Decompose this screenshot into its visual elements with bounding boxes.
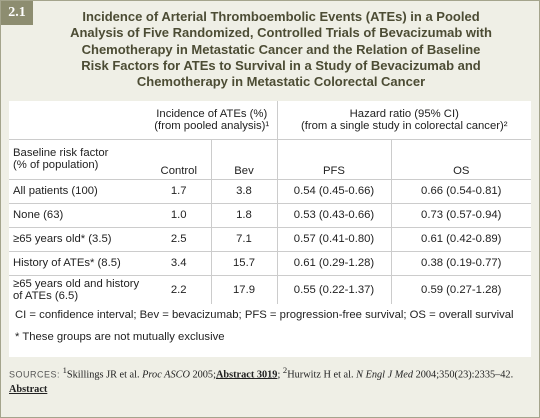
column-header: OS [390, 139, 531, 180]
group-header-line: (from pooled analysis)¹ [154, 119, 270, 132]
group-header-line: Incidence of ATEs (%) [156, 107, 268, 120]
table-cell: 2.2 [170, 283, 187, 296]
table-cell: 0.66 (0.54-0.81) [390, 179, 531, 204]
ref-year: 2005; [192, 369, 216, 381]
column-header-row: Baseline risk factor (% of population) Co… [9, 139, 531, 180]
group-header: Incidence of ATEs (%) (from pooled analys… [147, 101, 277, 140]
ref-cite: 2004;350(23):2335–42. [415, 369, 514, 381]
group-header-row: Incidence of ATEs (%) (from pooled analys… [9, 101, 531, 140]
table-cell: 1.8 [210, 203, 277, 228]
figure-title: Incidence of Arterial Thromboembolic Eve… [41, 9, 521, 90]
sources-label: SOURCES: [9, 369, 61, 380]
table-cell: 0.38 (0.19-0.77) [390, 251, 531, 276]
ref-authors: Skillings JR et al. [66, 369, 140, 381]
table-cell: 0.59 (0.27-1.28) [390, 275, 531, 304]
row-header: Baseline risk factor (% of population) [9, 139, 147, 180]
footnotes: CI = confidence interval; Bev = bevacizu… [9, 304, 531, 356]
table-cell: 1.7 [147, 179, 211, 204]
group-header: Hazard ratio (95% CI) (from a single stud… [276, 101, 531, 140]
ref-journal: Proc ASCO [142, 369, 190, 381]
data-table: Incidence of ATEs (%) (from pooled analys… [9, 101, 531, 304]
group-header-line: (from a single study in colorectal cance… [300, 119, 508, 132]
footnote: * These groups are not mutually exclusiv… [15, 330, 225, 343]
column-header: Control [147, 139, 211, 180]
row-label: ≥65 years old* (3.5) [9, 227, 147, 252]
row-header-line: Baseline risk factor [13, 147, 109, 159]
abstract-link[interactable]: Abstract 3019 [215, 369, 278, 381]
title-line: Risk Factors for ATEs to Survival in a S… [81, 57, 481, 73]
table-cell: 15.7 [210, 251, 277, 276]
sources: SOURCES: 1Skillings JR et al. Proc ASCO … [9, 363, 529, 397]
row-label: None (63) [9, 203, 147, 228]
column-header: PFS [276, 139, 391, 180]
ref-number: 1 [62, 365, 67, 375]
table-cell: 0.73 (0.57-0.94) [390, 203, 531, 228]
table-row: ≥65 years old* (3.5) 2.5 7.1 0.57 (0.41-0.8… [9, 227, 531, 252]
table-row: None (63) 1.0 1.8 0.53 (0.43-0.66) 0.73 (0.5… [9, 203, 531, 228]
title-line: Chemotherapy in Metastatic Cancer and th… [81, 41, 481, 57]
table-cell: 0.55 (0.22-1.37) [276, 275, 391, 304]
table-panel: Incidence of ATEs (%) (from pooled analys… [9, 101, 531, 357]
row-label: All patients (100) [9, 179, 147, 204]
table-cell: 17.9 [210, 275, 277, 304]
table-cell: 0.61 (0.42-0.89) [390, 227, 531, 252]
row-label: ≥65 years old and history of ATEs (6.5) [13, 277, 140, 302]
empty-cell [9, 101, 147, 140]
row-header-line: (% of population) [13, 159, 99, 171]
ref-number: 2 [282, 365, 288, 375]
table-cell: 0.57 (0.41-0.80) [276, 227, 391, 252]
table-cell: 2.5 [147, 227, 211, 252]
row-label: History of ATEs* (8.5) [9, 251, 147, 276]
table-row: All patients (100) 1.7 3.8 0.54 (0.45-0.66)… [9, 179, 531, 204]
table-cell: 1.0 [147, 203, 211, 228]
figure-number: 2.1 [1, 1, 33, 25]
ref-authors: Hurwitz H et al. [287, 369, 354, 381]
ref-journal: N Engl J Med [356, 369, 414, 381]
abstract-link[interactable]: Abstract [9, 384, 48, 396]
table-cell: 3.4 [147, 251, 211, 276]
table-cell: 0.53 (0.43-0.66) [276, 203, 391, 228]
title-line: Incidence of Arterial Thromboembolic Eve… [82, 9, 480, 24]
title-line: Analysis of Five Randomized, Controlled … [70, 25, 492, 41]
table-row: ≥65 years old and history of ATEs (6.5) 2… [9, 275, 531, 304]
table-cell: 0.61 (0.29-1.28) [276, 251, 391, 276]
table-cell: 0.54 (0.45-0.66) [276, 179, 391, 204]
table-cell: 3.8 [210, 179, 277, 204]
footnote: CI = confidence interval; Bev = bevacizu… [15, 308, 514, 321]
group-header-line: Hazard ratio (95% CI) [349, 107, 459, 120]
separator: ; [277, 369, 281, 381]
table-cell: 7.1 [210, 227, 277, 252]
table-body: All patients (100) 1.7 3.8 0.54 (0.45-0.66)… [9, 179, 531, 304]
table-row: History of ATEs* (8.5) 3.4 15.7 0.61 (0.29-… [9, 251, 531, 276]
column-header: Bev [210, 139, 277, 180]
title-line: Chemotherapy in Metastatic Colorectal Ca… [136, 74, 426, 90]
